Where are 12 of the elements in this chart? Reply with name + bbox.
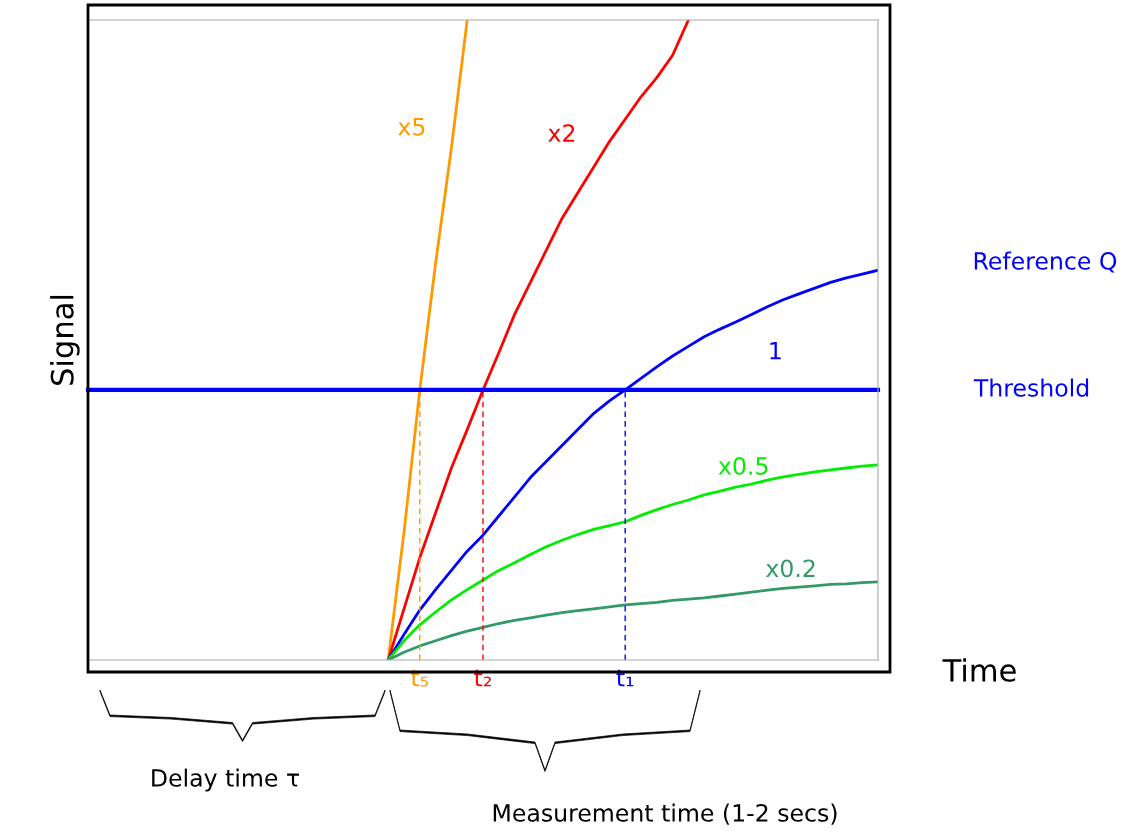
series-label: 1 — [770, 342, 781, 360]
x-axis-title: Time — [942, 658, 1016, 682]
y-axis-title: Signal — [50, 295, 80, 385]
series-label: x0.5 — [718, 456, 768, 475]
text: Measurement time (1-2 secs) — [493, 803, 837, 825]
ref-line-label: Threshold — [973, 378, 1089, 397]
series-label: x5 — [398, 118, 425, 136]
series-label: x2 — [548, 124, 575, 142]
x-tick-label: t₅ — [411, 669, 429, 687]
series-label: x0.2 — [766, 559, 815, 578]
text: Delay time τ — [152, 768, 299, 792]
text: Reference Q — [974, 251, 1117, 273]
